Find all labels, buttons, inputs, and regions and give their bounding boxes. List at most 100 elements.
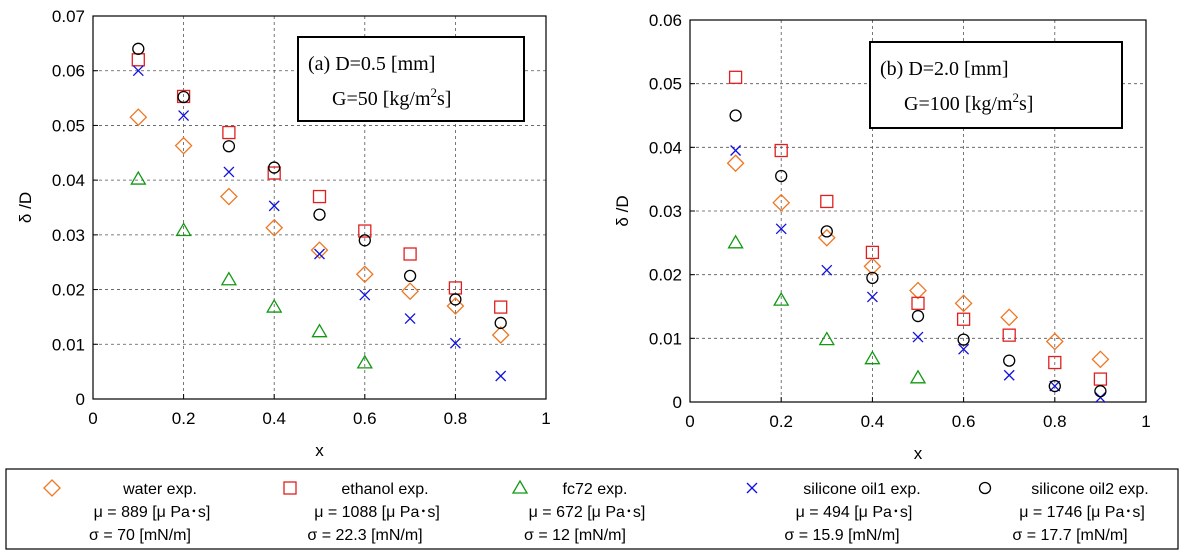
annotation-line-1: (b) D=2.0 [mm]	[880, 58, 1008, 80]
legend-sigma: σ = 22.3 [mN/m]	[307, 527, 422, 544]
legend-mu: μ = 672 [μ Pa･s]	[529, 504, 646, 521]
legend-marker-fc72	[511, 479, 529, 494]
data-point-water	[954, 294, 973, 313]
data-point-water	[446, 297, 465, 315]
legend-name: silicone oil1 exp.	[803, 481, 920, 498]
data-point-fc72	[818, 331, 835, 346]
data-point-silicone2	[1048, 379, 1061, 393]
legend-name: silicone oil2 exp.	[1031, 481, 1148, 498]
data-point-silicone2	[775, 169, 788, 183]
chart-a: 0 0.01 0.02 0.03 0.04 0.05 0.06 0.07 0 0.2 0.4 0.6 0…	[16, 7, 551, 460]
y-tick-label: 0	[76, 390, 85, 409]
data-point-fc72	[864, 350, 881, 365]
data-point-ethanol	[131, 53, 145, 67]
data-point-ethanol	[312, 189, 327, 204]
data-point-silicone2	[449, 293, 462, 306]
series-water	[726, 154, 1110, 369]
x-tick-label: 1	[541, 409, 550, 428]
data-point-silicone1	[495, 370, 507, 382]
annotation-line-2: G=100 [kg/m2s]	[904, 90, 1033, 115]
series-silicone1	[730, 145, 1106, 404]
data-point-fc72	[175, 222, 192, 237]
series-silicone2	[729, 109, 1107, 398]
x-tick-label: 0.8	[444, 409, 468, 428]
y-tick-label: 0.05	[649, 75, 682, 94]
x-tick-label: 0.6	[952, 412, 976, 431]
data-point-silicone1	[178, 110, 190, 122]
data-point-silicone2	[132, 42, 145, 55]
data-point-silicone2	[911, 309, 925, 323]
legend-marker-ethanol	[283, 481, 297, 495]
data-point-ethanol	[1093, 372, 1108, 386]
y-tick-label: 0.03	[649, 202, 682, 221]
x-tick-label: 0.6	[353, 409, 377, 428]
data-point-fc72	[130, 170, 147, 185]
y-tick-label: 0.03	[52, 226, 85, 245]
data-point-ethanol	[820, 194, 834, 209]
series-water	[129, 108, 510, 344]
legend-mu: μ = 889 [μ Pa･s]	[94, 504, 211, 521]
series-fc72	[130, 170, 373, 369]
data-point-water	[772, 193, 791, 212]
data-point-ethanol	[403, 247, 417, 261]
data-point-water	[310, 241, 329, 260]
data-point-silicone1	[449, 337, 461, 349]
data-point-silicone2	[820, 225, 833, 238]
data-point-water	[1000, 308, 1019, 327]
data-point-silicone2	[268, 161, 281, 174]
data-point-silicone2	[358, 234, 371, 247]
legend-marker-silicone2	[978, 481, 992, 495]
data-point-silicone1	[268, 200, 280, 212]
legend-entry-silicone2: silicone oil2 exp. μ = 1746 [μ Pa･s] σ = 1…	[978, 481, 1149, 544]
data-point-fc72	[220, 271, 238, 286]
data-point-silicone2	[403, 269, 417, 283]
data-point-ethanol	[774, 143, 788, 158]
data-point-ethanol	[222, 125, 236, 140]
data-point-water	[1091, 350, 1110, 369]
data-point-silicone1	[223, 166, 235, 178]
x-tick-label: 0.2	[769, 412, 793, 431]
data-point-silicone2	[957, 333, 970, 346]
legend-name: ethanol exp.	[341, 481, 428, 498]
data-point-silicone2	[1003, 354, 1016, 367]
data-point-fc72	[311, 323, 328, 338]
data-point-water	[355, 265, 374, 284]
data-point-ethanol	[1048, 355, 1062, 370]
y-tick-label: 0.06	[649, 11, 682, 30]
series-fc72	[727, 234, 927, 384]
data-point-ethanol	[911, 296, 925, 310]
x-tick-label: 0.8	[1043, 412, 1067, 431]
data-point-silicone1	[1003, 369, 1015, 381]
x-tick-label: 0.4	[861, 412, 885, 431]
data-point-silicone2	[1094, 385, 1107, 398]
legend-sigma: σ = 15.9 [mN/m]	[784, 527, 899, 544]
legend-mu: μ = 494 [μ Pa･s]	[796, 504, 913, 521]
legend-entry-ethanol: ethanol exp. μ = 1088 [μ Pa･s] σ = 22.3 [m…	[283, 481, 440, 544]
data-point-silicone2	[177, 90, 190, 104]
data-point-silicone1	[775, 223, 787, 235]
data-point-fc72	[727, 234, 744, 249]
legend-name: water exp.	[122, 481, 197, 498]
legend-entry-silicone1: silicone oil1 exp. μ = 494 [μ Pa･s] σ = 15…	[746, 481, 921, 544]
data-point-silicone1	[1094, 392, 1106, 404]
data-point-water	[909, 281, 927, 300]
data-point-silicone1	[314, 248, 325, 260]
data-point-silicone1	[912, 331, 924, 343]
plot-frame	[92, 15, 547, 400]
y-tick-label: 0.06	[52, 62, 85, 81]
data-point-ethanol	[1002, 328, 1016, 342]
data-point-water	[726, 154, 745, 173]
data-point-silicone2	[866, 271, 879, 285]
data-point-water	[265, 218, 284, 237]
data-point-silicone1	[821, 264, 833, 276]
data-point-water	[863, 257, 882, 276]
y-tick-label: 0.07	[52, 7, 85, 26]
y-tick-label: 0.04	[649, 138, 682, 157]
data-point-water	[219, 187, 238, 206]
y-tick-label: 0.01	[649, 329, 682, 348]
data-point-silicone1	[359, 289, 371, 301]
y-tick-label: 0.01	[52, 335, 85, 354]
data-point-water	[174, 136, 193, 155]
legend-sigma: σ = 70 [mN/m]	[89, 527, 191, 544]
legend-mu: μ = 1746 [μ Pa･s]	[1019, 504, 1145, 521]
